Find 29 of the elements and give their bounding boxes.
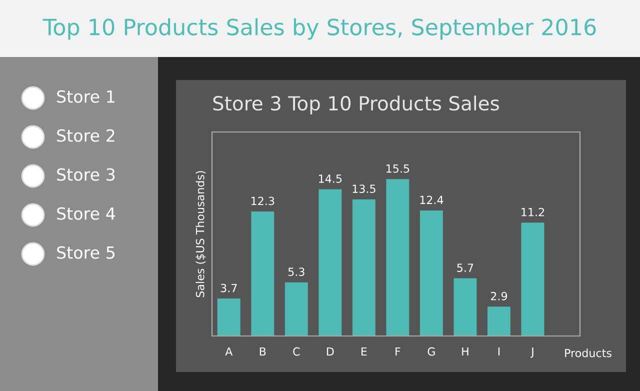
x-tick-label: F: [396, 347, 400, 356]
data-label: 11.2: [522, 208, 544, 216]
x-axis-title: Products: [565, 348, 612, 358]
x-tick-label: A: [225, 347, 233, 356]
data-label: 14.5: [319, 174, 342, 183]
data-label: 13.5: [352, 184, 376, 194]
x-tick-label: E: [362, 347, 367, 356]
data-label: 3.7: [220, 284, 237, 292]
data-label: 12.3: [251, 196, 274, 206]
x-tick-label: J: [530, 347, 534, 358]
x-tick-label: D: [326, 347, 334, 356]
x-tick-label: B: [260, 347, 266, 356]
text: Store 3: [57, 168, 115, 181]
data-label: 12.4: [420, 196, 444, 204]
data-label: 5.3: [288, 268, 304, 276]
text: Store 2: [57, 129, 114, 142]
chart-title: Store 3 Top 10 Products Sales: [213, 96, 499, 114]
text: Top 10 Products Sales by Stores, September 2016: [42, 18, 596, 40]
data-label: 2.9: [490, 292, 508, 300]
x-tick-label: H: [462, 347, 468, 356]
x-tick-label: G: [428, 347, 435, 356]
data-label: 15.5: [386, 164, 410, 173]
text: Store 1: [57, 90, 114, 103]
x-tick-label: C: [293, 347, 300, 356]
text: Store 5: [57, 246, 114, 259]
y-axis-title: Sales ($US Thousands): [196, 171, 206, 298]
x-tick-label: I: [498, 347, 500, 356]
data-label: 5.7: [457, 264, 474, 272]
text: Store 4: [57, 207, 116, 220]
